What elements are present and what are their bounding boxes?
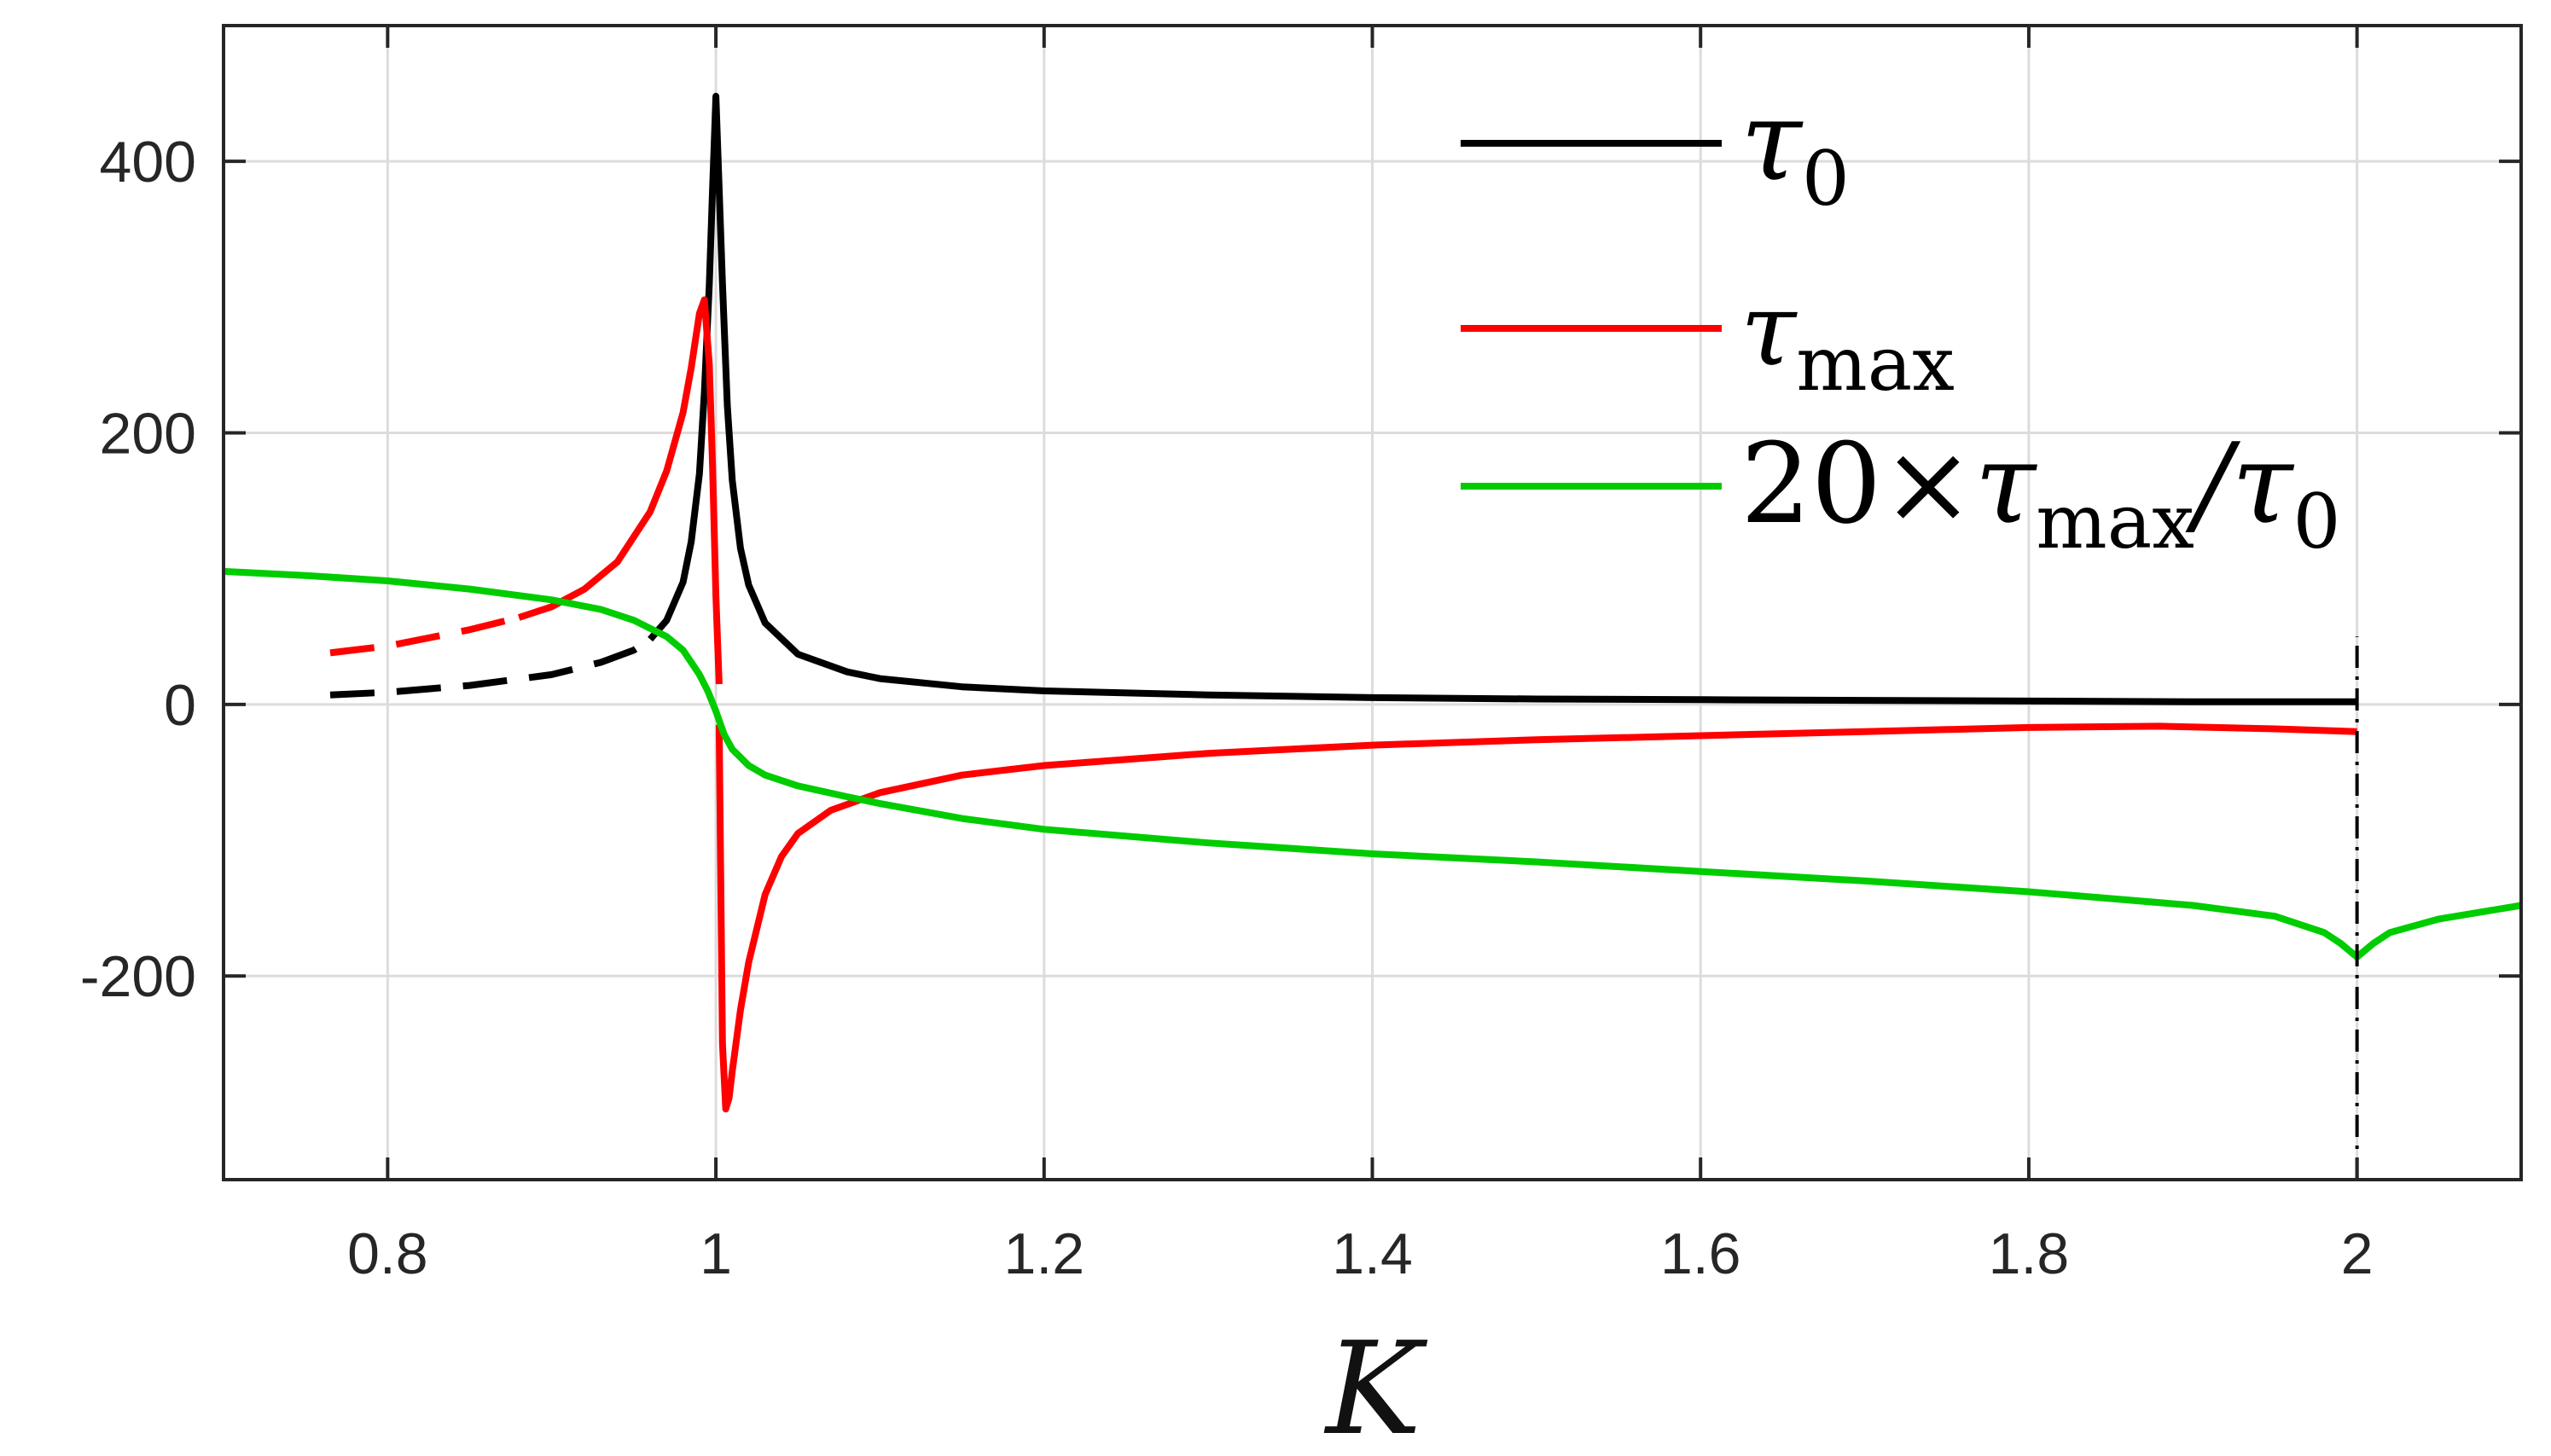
x-tick-label: 2 — [2341, 1221, 2374, 1286]
legend-label-tau_max: τmax — [1740, 270, 1955, 408]
x-axis-label: K — [1323, 1315, 1428, 1456]
y-tick-label: 200 — [100, 402, 196, 467]
axes-frame — [222, 24, 2523, 1181]
tau_max-upper-line — [517, 296, 723, 685]
legend-suffix: /τ — [2185, 419, 2295, 548]
y-tick-label: 0 — [164, 673, 196, 738]
legend-label-tau0: τ0 — [1740, 76, 1850, 223]
y-tick-label: -200 — [80, 944, 196, 1009]
legend-subscript: max — [1796, 320, 1955, 408]
tau_max-dashed-line — [329, 614, 520, 657]
tau0-dashed-line — [329, 636, 653, 699]
x-tick-label: 0.8 — [347, 1221, 428, 1286]
tau_max-lower-line — [715, 722, 2357, 1113]
legend-symbol: τ — [1740, 270, 1798, 388]
x-tick-label: 1.2 — [1004, 1221, 1085, 1286]
legend-subscript-2: 0 — [2293, 478, 2341, 566]
legend-prefix: 20× — [1740, 419, 1974, 548]
x-tick-label: 1 — [700, 1221, 732, 1286]
grid-lines — [224, 26, 2521, 1180]
legend-subscript: max — [2036, 478, 2194, 566]
legend-symbol: τ — [1740, 76, 1804, 206]
tau0-line — [648, 92, 2357, 705]
ratio-line — [223, 567, 2522, 960]
legend-symbol: τ — [1974, 419, 2037, 548]
y-tick-label: 400 — [100, 130, 196, 194]
x-tick-label: 1.6 — [1660, 1221, 1741, 1286]
legend-label-ratio: 20×τmax/τ0 — [1740, 419, 2341, 566]
legend-subscript: 0 — [1802, 135, 1850, 223]
x-tick-label: 1.4 — [1332, 1221, 1413, 1286]
data-series — [223, 92, 2522, 1180]
tick-labels: 0.8 1 1.2 1.4 1.6 1.8 2 -200 0 200 400 — [80, 130, 2374, 1286]
x-tick-label: 1.8 — [1989, 1221, 2070, 1286]
